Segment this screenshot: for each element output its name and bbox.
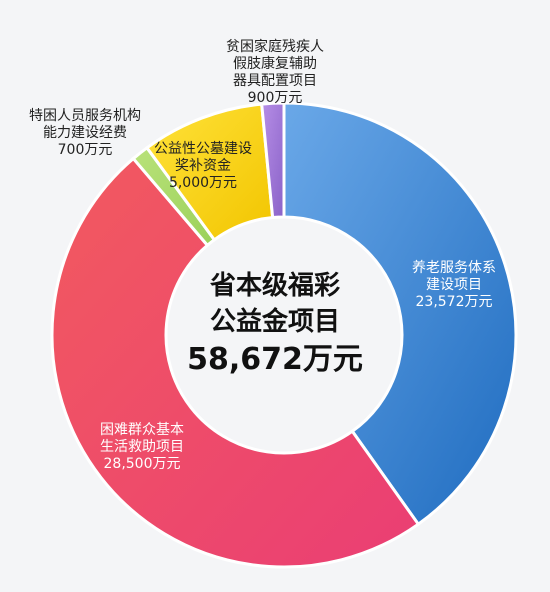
slice-label-value: 700万元 — [57, 142, 113, 158]
slice-label-prosthetics: 贫困家庭残疾人 假肢康复辅助 器具配置项目 900万元 — [205, 22, 345, 124]
slice-label-name: 困难群众基本 生活救助项目 — [100, 422, 184, 455]
pie-slice-prosthetics — [260, 101, 286, 220]
slice-label-value: 23,572万元 — [415, 294, 493, 310]
slice-label-name: 贫困家庭残疾人 假肢康复辅助 器具配置项目 — [226, 39, 324, 89]
slice-label-value: 5,000万元 — [168, 175, 238, 191]
slice-label-care-institutions: 特困人员服务机构 能力建设经费 700万元 — [10, 91, 160, 176]
slice-label-name: 公益性公墓建设 奖补资金 — [154, 141, 252, 174]
chart-title-line-2: 公益金项目 — [209, 307, 340, 337]
slice-label-value: 900万元 — [247, 90, 303, 106]
pie-slice-elderly-care — [282, 101, 518, 527]
chart-total-value: 58,672万元 — [187, 342, 363, 377]
slice-label-name: 养老服务体系 建设项目 — [412, 260, 496, 293]
chart-title-line-1: 省本级福彩 — [209, 271, 340, 301]
slice-label-poverty-relief: 困难群众基本 生活救助项目 28,500万元 — [62, 405, 222, 490]
slice-label-value: 28,500万元 — [103, 456, 181, 472]
slice-label-elderly-care: 养老服务体系 建设项目 23,572万元 — [384, 243, 524, 328]
slice-label-cemetery: 公益性公墓建设 奖补资金 5,000万元 — [138, 124, 268, 209]
pie-slice-poverty-relief — [50, 156, 421, 569]
chart-center-title: 省本级福彩 公益金项目 58,672万元 — [185, 268, 365, 380]
slice-label-name: 特困人员服务机构 能力建设经费 — [29, 108, 141, 141]
